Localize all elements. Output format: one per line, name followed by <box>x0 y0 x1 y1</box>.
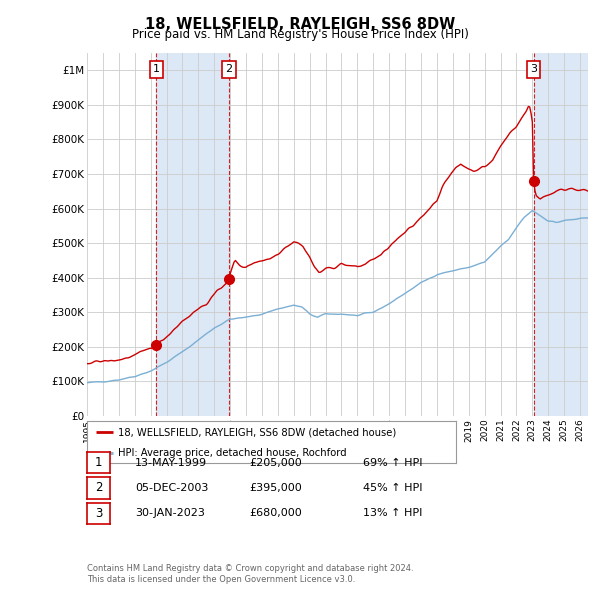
Text: HPI: Average price, detached house, Rochford: HPI: Average price, detached house, Roch… <box>118 448 347 457</box>
Text: 05-DEC-2003: 05-DEC-2003 <box>135 483 208 493</box>
Text: 2: 2 <box>95 481 102 494</box>
Text: 3: 3 <box>530 64 537 74</box>
Text: 18, WELLSFIELD, RAYLEIGH, SS6 8DW: 18, WELLSFIELD, RAYLEIGH, SS6 8DW <box>145 17 455 31</box>
Text: 18, WELLSFIELD, RAYLEIGH, SS6 8DW (detached house): 18, WELLSFIELD, RAYLEIGH, SS6 8DW (detac… <box>118 427 397 437</box>
Text: 2: 2 <box>226 64 232 74</box>
Text: 1: 1 <box>95 456 102 469</box>
Text: 30-JAN-2023: 30-JAN-2023 <box>135 509 205 518</box>
Text: Contains HM Land Registry data © Crown copyright and database right 2024.: Contains HM Land Registry data © Crown c… <box>87 565 413 573</box>
Text: 69% ↑ HPI: 69% ↑ HPI <box>363 458 422 467</box>
Text: 13-MAY-1999: 13-MAY-1999 <box>135 458 207 467</box>
Text: £205,000: £205,000 <box>249 458 302 467</box>
Text: 13% ↑ HPI: 13% ↑ HPI <box>363 509 422 518</box>
Text: 45% ↑ HPI: 45% ↑ HPI <box>363 483 422 493</box>
Bar <box>533 53 588 416</box>
Text: 1: 1 <box>153 64 160 74</box>
Text: £395,000: £395,000 <box>249 483 302 493</box>
Text: £680,000: £680,000 <box>249 509 302 518</box>
Text: 3: 3 <box>95 507 102 520</box>
Text: This data is licensed under the Open Government Licence v3.0.: This data is licensed under the Open Gov… <box>87 575 355 584</box>
Text: Price paid vs. HM Land Registry's House Price Index (HPI): Price paid vs. HM Land Registry's House … <box>131 28 469 41</box>
Bar <box>157 53 229 416</box>
